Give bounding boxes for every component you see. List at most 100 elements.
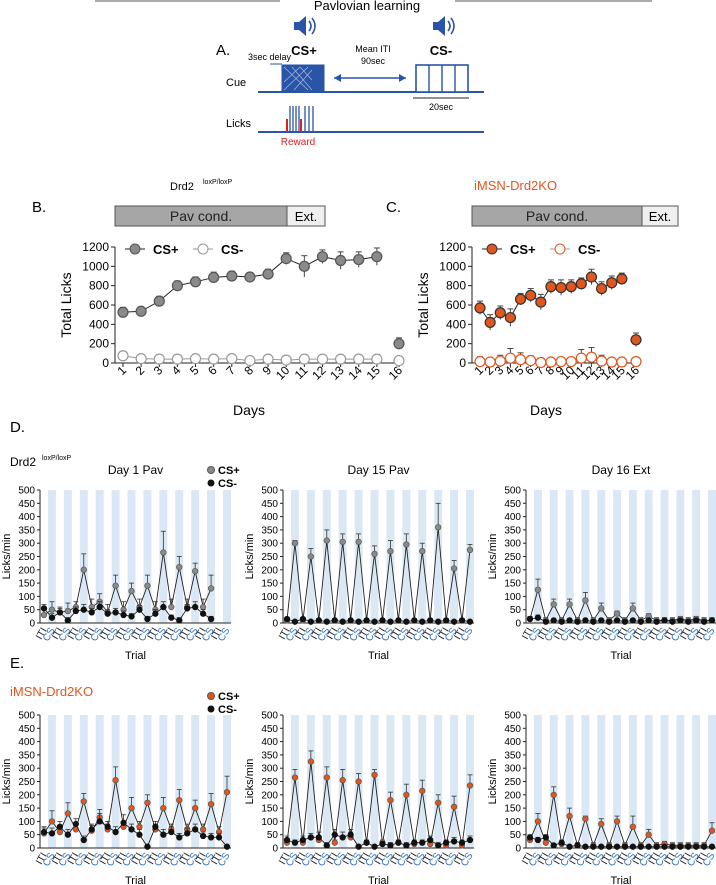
chart-e-day16: 050100150200250300350400450500ITICSITICS…	[487, 711, 716, 885]
x-tick-label: ITI	[373, 851, 388, 867]
cs-plus-point	[582, 597, 589, 604]
cs-minus-point	[598, 843, 605, 850]
cs-minus-point	[555, 355, 567, 368]
cs-minus-point	[613, 617, 621, 624]
cs-minus-point	[435, 842, 442, 849]
y-axis-label: Licks/min	[244, 759, 256, 805]
cs-minus-point	[653, 618, 660, 625]
x-tick-label: ITI	[162, 851, 177, 867]
cs-minus-point	[184, 830, 191, 837]
cs-minus-point	[112, 828, 119, 836]
cs-plus-point	[136, 823, 143, 830]
chart-d-day1: 050100150200250300350400450500ITICSITICS…	[1, 455, 240, 662]
cs-band	[95, 715, 104, 848]
x-tick-label: 2	[133, 363, 148, 378]
cs-minus-point	[558, 618, 565, 625]
legend-label-cs-minus: CS-	[218, 478, 237, 490]
cs-minus-point	[450, 838, 458, 845]
cs-minus-point	[393, 354, 405, 367]
x-tick-label: ITI	[520, 626, 535, 642]
cs-minus-point	[323, 842, 330, 849]
x-tick-label: 15	[364, 363, 384, 383]
cs-plus-point	[168, 603, 175, 611]
cs-minus-point	[207, 834, 215, 841]
y-tick-label: 500	[261, 486, 278, 497]
legend-label-cs-minus: CS-	[218, 704, 237, 716]
cs-minus-point	[466, 618, 474, 625]
cs-minus-point	[315, 834, 322, 841]
cs-band	[402, 490, 411, 623]
y-tick-label: 100	[261, 592, 278, 603]
y-tick-label: 0	[515, 619, 521, 630]
cs-plus-point	[645, 831, 652, 838]
cs-band	[402, 715, 411, 848]
cs-plus-point	[550, 601, 557, 608]
cs-plus-point	[291, 774, 299, 781]
cs-minus-point	[363, 839, 370, 846]
cs-plus-point	[128, 587, 135, 595]
legend-marker-cs-plus	[129, 243, 141, 255]
x-axis-label: Days	[530, 402, 562, 418]
cs-band	[450, 715, 459, 848]
cs-plus-point	[371, 251, 383, 263]
x-tick-label: ITI	[98, 626, 113, 642]
cs-band	[223, 490, 231, 623]
cs-plus-point	[575, 278, 587, 290]
y-tick-label: 400	[18, 737, 35, 748]
y-tick-label: 350	[18, 525, 35, 536]
cs-minus-point	[363, 617, 370, 624]
cs-plus-point	[613, 818, 621, 825]
cs-band	[613, 715, 621, 848]
cs-minus-point	[208, 353, 220, 365]
x-tick-label: ITI	[436, 626, 451, 642]
cs-plus-point	[534, 818, 542, 825]
x-tick-label: CS	[701, 851, 716, 869]
x-tick-label: ITI	[373, 626, 388, 642]
cs-minus-point	[283, 615, 291, 623]
cs-plus-point	[419, 787, 426, 794]
x-axis-label: Trial	[125, 875, 146, 885]
legend-marker-cs-minus	[207, 479, 215, 487]
cs-plus-point	[160, 549, 167, 556]
cs-minus-point	[645, 843, 652, 850]
cs-minus-point	[171, 353, 183, 365]
cs-minus-point	[403, 618, 410, 625]
cs-minus-point	[315, 617, 322, 624]
x-tick-label: ITI	[341, 851, 356, 867]
y-tick-label: 600	[446, 298, 466, 312]
cs-plus-point	[606, 277, 618, 289]
ext-bar	[641, 205, 679, 227]
licks-label: Licks	[226, 118, 252, 130]
y-tick-label: 250	[504, 777, 521, 788]
cs-plus-point	[565, 281, 577, 293]
genotype-label: iMSN-Drd2KO	[474, 178, 557, 193]
genotype-superscript: loxP/loxP	[42, 455, 72, 462]
cs-minus-point	[693, 843, 700, 850]
cs-minus-point	[283, 836, 291, 844]
y-tick-label: 250	[504, 552, 521, 563]
cs-minus-point	[371, 618, 378, 625]
cs-band	[708, 490, 716, 623]
y-tick-label: 250	[18, 777, 35, 788]
cs-minus-point	[96, 603, 103, 611]
cs-minus-point	[291, 618, 299, 625]
cs-minus-point	[136, 606, 143, 613]
x-tick-label: 1	[114, 363, 129, 378]
y-tick-label: 150	[18, 804, 35, 815]
cs-plus-point	[335, 254, 347, 267]
cs-minus-point	[371, 843, 378, 850]
cs-plus-point	[298, 260, 310, 272]
x-tick-label: ITI	[162, 626, 177, 642]
y-tick-label: 400	[261, 512, 278, 523]
cs-minus-point	[606, 356, 618, 368]
iti-label-2: 90sec	[361, 56, 386, 66]
cs-plus-block	[281, 64, 325, 93]
cs-minus-point	[331, 831, 338, 838]
cs-minus-point	[168, 828, 175, 836]
chart-e-day15: 050100150200250300350400450500ITICSITICS…	[244, 711, 476, 885]
x-tick-label: 3	[151, 363, 166, 378]
cs-minus-point	[120, 819, 127, 826]
cs-minus-point	[700, 843, 708, 850]
x-tick-label: ITI	[50, 626, 65, 642]
x-tick-label: ITI	[146, 626, 161, 642]
